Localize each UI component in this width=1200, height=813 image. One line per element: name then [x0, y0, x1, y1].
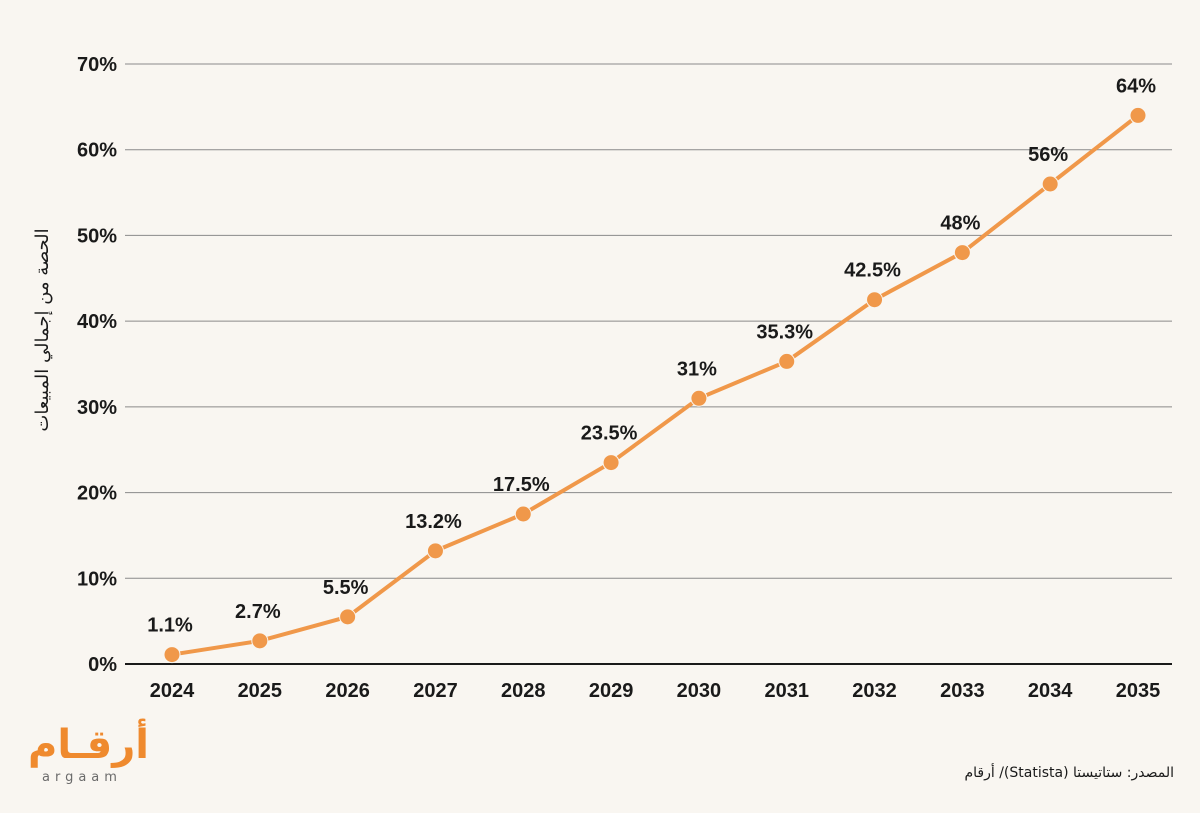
data-label: 17.5%: [493, 474, 550, 496]
logo-arabic-text: أرقـام: [28, 722, 149, 768]
data-point: [163, 646, 181, 664]
x-tick-label: 2026: [325, 680, 370, 702]
x-tick-label: 2033: [940, 680, 985, 702]
x-tick-label: 2025: [238, 680, 283, 702]
logo-latin-text: argaam: [42, 770, 122, 785]
y-tick-label: 20%: [77, 483, 117, 505]
data-label: 31%: [677, 358, 717, 380]
data-label: 56%: [1028, 144, 1068, 166]
y-tick-label: 60%: [77, 140, 117, 162]
y-axis-label: الحصة من إجمالي المبيعات: [32, 228, 53, 431]
y-tick-label: 10%: [77, 568, 117, 590]
x-tick-label: 2030: [677, 680, 722, 702]
y-tick-label: 40%: [77, 311, 117, 333]
data-points: [163, 106, 1147, 664]
data-label: 23.5%: [581, 423, 638, 445]
x-tick-label: 2029: [589, 680, 634, 702]
x-tick-label: 2032: [852, 680, 897, 702]
x-axis-ticks: 2024 2025 2026 2027 2028 2029 2030 2031 2032 2033…: [150, 680, 1161, 702]
x-tick-label: 2034: [1028, 680, 1073, 702]
data-label: 2.7%: [235, 601, 281, 623]
x-tick-label: 2031: [764, 680, 809, 702]
y-tick-label: 30%: [77, 397, 117, 419]
data-point: [339, 608, 357, 626]
argaam-logo: أرقـام argaam: [28, 722, 168, 788]
data-point: [514, 505, 532, 523]
source-note: المصدر: ستاتيستا (Statista)/ أرقام: [964, 765, 1174, 781]
x-tick-label: 2035: [1116, 680, 1161, 702]
data-point: [426, 542, 444, 560]
x-tick-label: 2028: [501, 680, 546, 702]
gridlines: [125, 63, 1172, 665]
y-tick-label: 50%: [77, 225, 117, 247]
series-line: [171, 113, 1140, 657]
x-tick-label: 2027: [413, 680, 458, 702]
data-labels: 1.1% 2.7% 5.5% 13.2% 17.5% 23.5% 31% 35.3% 42.5%…: [147, 75, 1156, 636]
data-label: 48%: [940, 213, 980, 235]
data-label: 64%: [1116, 75, 1156, 97]
data-point: [953, 244, 971, 262]
data-point: [690, 389, 708, 407]
data-point: [251, 632, 269, 650]
data-point: [866, 291, 884, 309]
data-point: [602, 454, 620, 472]
data-point: [1129, 106, 1147, 124]
data-point: [1041, 175, 1059, 193]
y-axis-ticks: 0% 10% 20% 30% 40% 50% 60% 70%: [77, 54, 117, 676]
data-label: 13.2%: [405, 511, 462, 533]
data-label: 1.1%: [147, 615, 193, 637]
data-label: 42.5%: [844, 260, 901, 282]
data-label: 5.5%: [323, 577, 369, 599]
data-point: [778, 352, 796, 370]
data-label: 35.3%: [756, 321, 813, 343]
y-tick-label: 0%: [88, 654, 117, 676]
y-tick-label: 70%: [77, 54, 117, 76]
x-tick-label: 2024: [150, 680, 195, 702]
